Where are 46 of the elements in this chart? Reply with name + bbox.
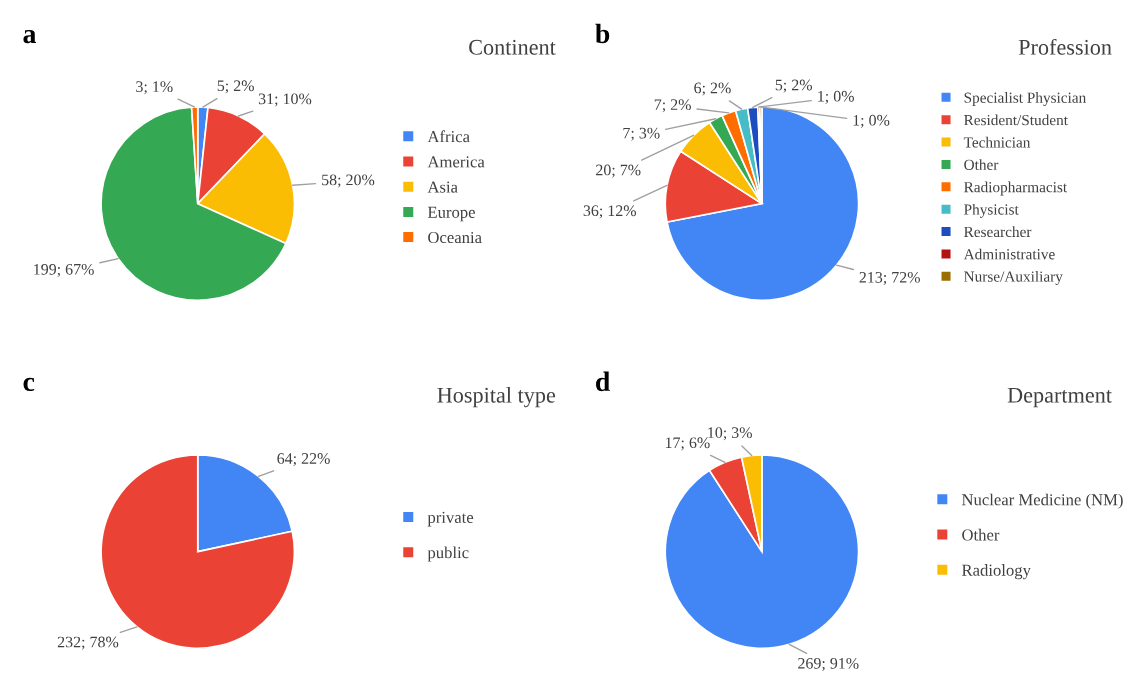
data-label: 31; 10% (258, 93, 312, 107)
text: c (23, 377, 35, 392)
data-label: 213; 72% (859, 271, 920, 286)
data-label: 1; 0% (818, 90, 854, 104)
legend-label: Researcher (964, 226, 1032, 238)
legend-label: Other (964, 159, 999, 170)
chart-title: Continent (469, 39, 556, 55)
legend-label: Other (962, 528, 1000, 541)
data-label: 10; 3% (708, 427, 752, 441)
chart-title: Hospital type (437, 387, 556, 408)
data-label: 199; 67% (34, 263, 94, 278)
data-label: 17; 6% (665, 437, 710, 451)
legend-label: Nuclear Medicine (NM) (961, 493, 1123, 509)
data-label: 269; 91% (798, 657, 859, 672)
legend-label: Radiopharmacist (964, 181, 1068, 196)
legend-label: Nurse/Auxiliary (964, 270, 1063, 285)
legend-label: Radiology (961, 564, 1031, 580)
data-label: 64; 22% (277, 453, 330, 467)
data-label: 1; 0% (853, 114, 890, 128)
legend-label: Administrative (963, 248, 1055, 260)
legend-label: America (427, 156, 485, 168)
text: d (596, 371, 611, 392)
legend-label: Europe (427, 206, 475, 222)
data-label: 20; 7% (596, 164, 641, 178)
text: b (595, 23, 610, 44)
legend-label: Specialist Physician (964, 92, 1086, 106)
legend-label: Oceania (428, 231, 482, 244)
legend-label: private (427, 511, 474, 527)
data-label: 36; 12% (583, 205, 637, 219)
data-label: 6; 2% (694, 82, 731, 96)
legend-label: Technician (963, 136, 1031, 148)
legend-label: Physicist (964, 203, 1019, 218)
data-label: 7; 2% (654, 99, 691, 113)
legend-label: public (427, 546, 469, 562)
legend-label: Africa (427, 130, 470, 143)
data-label: 3; 1% (136, 81, 173, 95)
legend-label: Resident/Student (964, 114, 1068, 126)
legend-label: Asia (427, 181, 458, 193)
data-label: 58; 20% (322, 174, 375, 188)
data-label: 5; 2% (775, 79, 813, 93)
data-label: 232; 78% (57, 636, 119, 650)
data-label: 7; 3% (623, 127, 660, 141)
data-label: 5; 2% (217, 80, 254, 94)
chart-title: Profession (1018, 38, 1112, 55)
text: a (23, 29, 37, 44)
chart-title: Department (1007, 387, 1112, 408)
